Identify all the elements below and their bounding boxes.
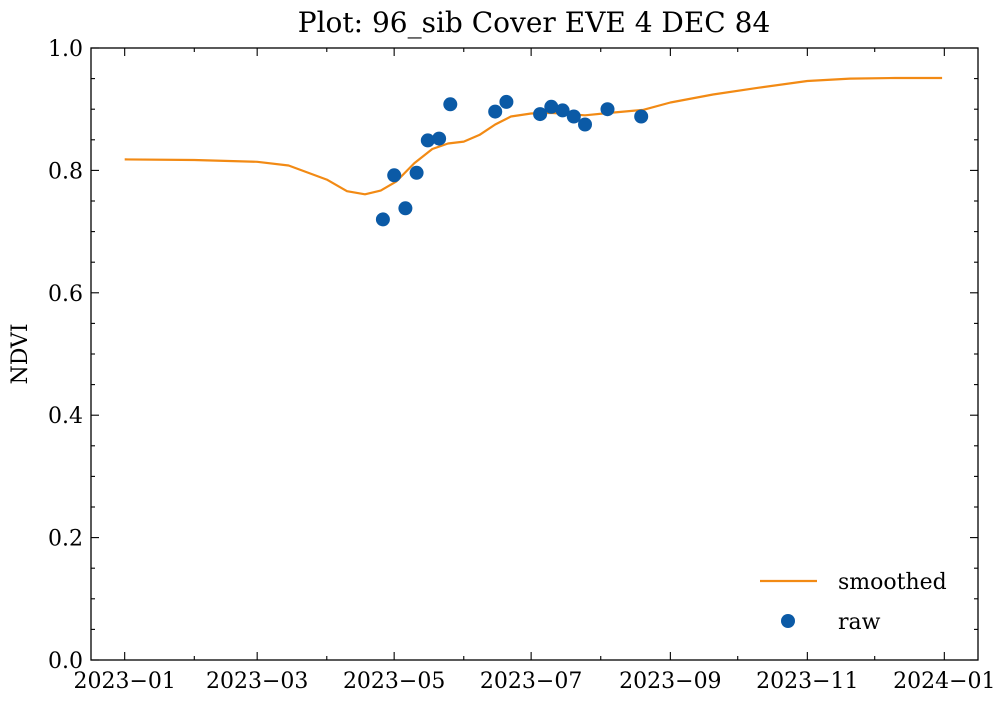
raw-point: [600, 102, 615, 117]
plot-area-frame: [90, 47, 979, 661]
legend-marker-swatch: [781, 614, 795, 628]
raw-point: [443, 97, 458, 112]
y-tick-label: 0.8: [48, 159, 83, 184]
raw-point: [387, 168, 402, 183]
x-tick-label: 2024−01: [893, 669, 995, 694]
raw-point: [409, 165, 424, 180]
axis-ticks: [91, 47, 978, 661]
raw-point: [375, 212, 390, 227]
y-tick-label: 1.0: [48, 37, 83, 62]
x-tick-label: 2023−01: [73, 669, 175, 694]
raw-point: [555, 103, 570, 118]
series-layer: [124, 76, 943, 227]
legend-label: smoothed: [838, 570, 947, 595]
x-tick-label: 2023−09: [619, 669, 721, 694]
raw-point: [432, 131, 447, 146]
chart-title: Plot: 96_sib Cover EVE 4 DEC 84: [298, 6, 771, 39]
y-tick-label: 0.0: [48, 649, 83, 674]
raw-point: [499, 94, 514, 109]
y-axis-label: NDVI: [8, 323, 33, 384]
raw-point: [488, 104, 503, 119]
y-tick-label: 0.4: [48, 404, 83, 429]
raw-point: [634, 109, 649, 124]
raw-point: [398, 201, 413, 216]
x-tick-label: 2023−07: [480, 669, 582, 694]
raw-point: [533, 107, 548, 122]
legend: smoothed raw: [760, 570, 947, 635]
raw-point: [420, 133, 435, 148]
raw-point: [566, 109, 581, 124]
axis-tick-labels: 2023−01 2023−03 2023−05 2023−07 2023−09 2023−…: [48, 37, 996, 694]
x-tick-label: 2023−05: [343, 669, 445, 694]
legend-label: raw: [838, 610, 881, 635]
x-tick-label: 2023−11: [756, 669, 858, 694]
y-tick-label: 0.2: [48, 527, 83, 552]
y-tick-label: 0.6: [48, 282, 83, 307]
raw-point: [578, 117, 592, 132]
x-tick-label: 2023−03: [206, 669, 308, 694]
raw-point: [544, 99, 559, 114]
smoothed-line: [124, 76, 943, 196]
